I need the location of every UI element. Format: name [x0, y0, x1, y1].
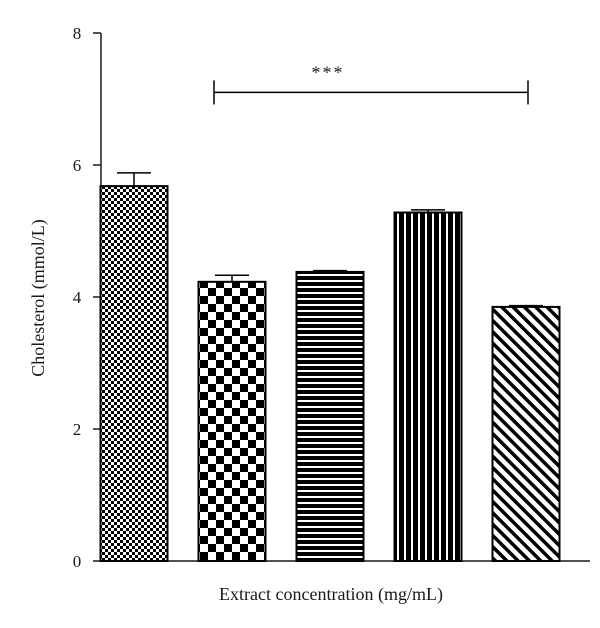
- y-tick-label: 0: [73, 552, 82, 571]
- y-axis-title: Cholesterol (mmol/L): [28, 219, 49, 376]
- significance-label: ***: [312, 62, 345, 82]
- bar: [295, 270, 365, 562]
- bar: [99, 185, 169, 562]
- y-tick-label: 6: [73, 156, 82, 175]
- bars: [99, 172, 561, 563]
- y-tick-label: 8: [73, 24, 82, 43]
- y-tick-label: 2: [73, 420, 82, 439]
- y-tick-label: 4: [73, 288, 82, 307]
- x-axis-title: Extract concentration (mg/mL): [219, 584, 443, 605]
- significance-annotation: ***: [213, 62, 529, 105]
- bar: [491, 305, 561, 562]
- bar: [197, 280, 267, 562]
- bar: [393, 211, 463, 563]
